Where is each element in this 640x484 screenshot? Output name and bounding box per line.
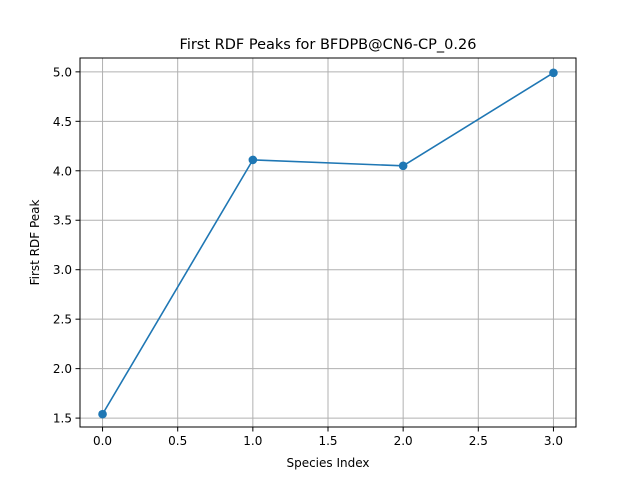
y-tick-label: 3.0: [53, 263, 72, 277]
x-tick-label: 0.0: [93, 434, 112, 448]
series-layer: [98, 68, 558, 419]
x-tick-label: 2.5: [469, 434, 488, 448]
x-tick-label: 3.0: [544, 434, 563, 448]
data-point: [398, 161, 408, 171]
y-tick-label: 5.0: [53, 65, 72, 79]
chart-title: First RDF Peaks for BFDPB@CN6-CP_0.26: [180, 37, 477, 53]
series-line: [101, 72, 554, 415]
y-tick-label: 3.5: [53, 214, 72, 228]
y-axis-label: First RDF Peak: [28, 200, 42, 286]
y-tick-label: 4.0: [53, 164, 72, 178]
grid-lines: [80, 58, 576, 427]
x-tick-label: 1.5: [318, 434, 337, 448]
data-point: [248, 155, 258, 165]
axis-ticks: 0.0 0.5 1.0 1.5 2.0 2.5 3.0 1.5 2.0 2.5 3.0 3.5 4.0 4…: [53, 65, 563, 448]
y-tick-label: 2.0: [53, 362, 72, 376]
y-tick-label: 2.5: [53, 313, 72, 327]
x-tick-label: 0.5: [168, 434, 187, 448]
data-point: [98, 409, 107, 419]
data-point: [549, 68, 558, 78]
y-tick-label: 1.5: [53, 412, 72, 426]
x-tick-label: 1.0: [243, 434, 262, 448]
y-tick-label: 4.5: [53, 115, 72, 129]
x-tick-label: 2.0: [394, 434, 413, 448]
x-axis-label: Species Index: [286, 456, 369, 470]
